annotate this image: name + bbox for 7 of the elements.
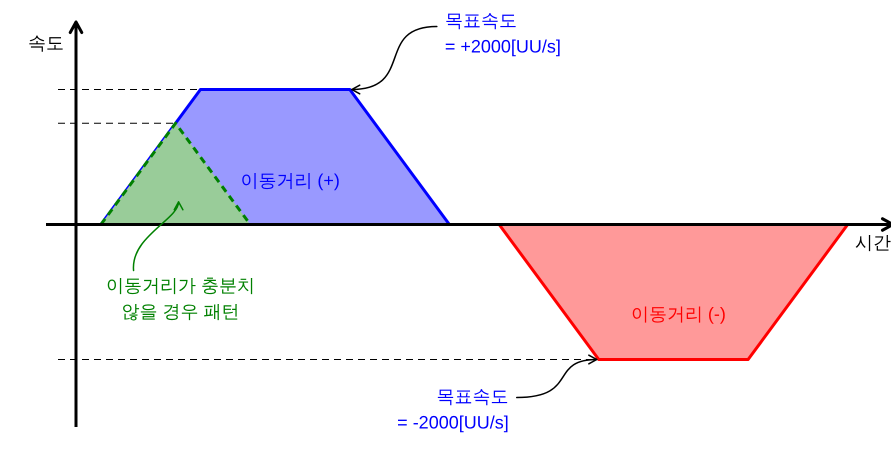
text: 이동거리가 충분치 않을 경우 패턴 <box>106 275 256 322</box>
x-axis-title: 시간 <box>855 232 891 252</box>
text: 목표속도 = -2000[UU/s] <box>397 386 509 432</box>
series-label: 이동거리 (+) <box>240 170 340 190</box>
text: 목표속도 = +2000[UU/s] <box>444 10 561 56</box>
series-label: 이동거리 (-) <box>630 304 726 324</box>
y-axis-title: 속도 <box>28 32 64 53</box>
